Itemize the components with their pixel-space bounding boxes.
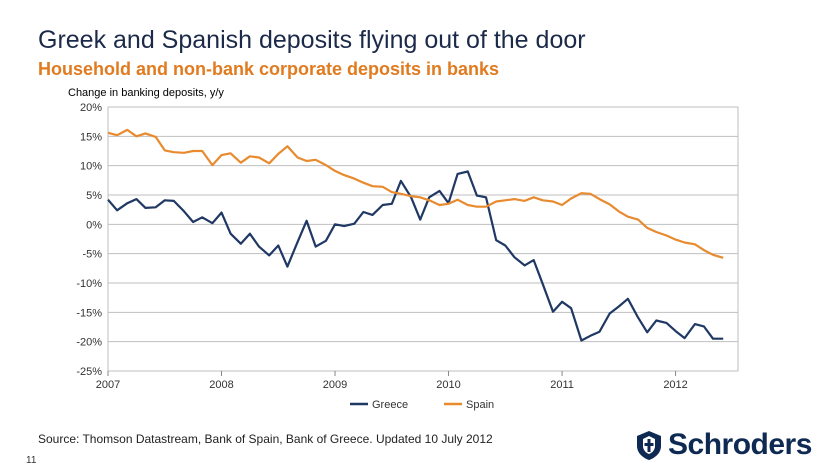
y-axis-label: Change in banking deposits, y/y xyxy=(68,87,224,99)
legend: Greece Spain xyxy=(350,399,494,411)
page-subtitle: Household and non-bank corporate deposit… xyxy=(38,59,500,79)
y-tick-label: -25% xyxy=(76,366,102,378)
axes: 20% 15% 10% 5% 0% -5% -10% -15% -20% -25%2007 2008… xyxy=(76,102,687,391)
x-tick-label: 2008 xyxy=(209,379,233,391)
gridlines xyxy=(107,106,739,372)
x-tick-label: 2010 xyxy=(436,379,460,391)
plot-frame xyxy=(107,106,739,372)
y-tick-label: -15% xyxy=(76,307,102,319)
legend-label-spain: Spain xyxy=(466,399,494,411)
x-tick-label: 2011 xyxy=(550,379,574,391)
x-tick-label: 2007 xyxy=(96,379,120,391)
series-line-spain xyxy=(107,128,724,259)
crest-icon xyxy=(637,431,661,460)
y-tick-label: -5% xyxy=(82,249,102,261)
y-tick-label: 10% xyxy=(80,161,102,173)
y-tick-label: 5% xyxy=(86,190,102,202)
y-tick-label: 0% xyxy=(86,219,102,231)
logo-wordmark: Schroders xyxy=(668,428,812,461)
series xyxy=(107,128,724,342)
y-tick-label: 15% xyxy=(80,131,102,143)
y-tick-label: 20% xyxy=(80,102,102,114)
page-number: 11 xyxy=(26,455,37,466)
y-tick-label: -20% xyxy=(76,337,102,349)
x-tick-label: 2009 xyxy=(323,379,347,391)
schroders-logo: Schroders xyxy=(634,428,812,462)
page-title: Greek and Spanish deposits flying out of… xyxy=(38,26,586,54)
x-tick-label: 2012 xyxy=(663,379,687,391)
y-tick-label: -10% xyxy=(76,278,102,290)
series-line-greece xyxy=(107,170,724,342)
source-note: Source: Thomson Datastream, Bank of Spai… xyxy=(38,432,493,446)
legend-label-greece: Greece xyxy=(372,399,408,411)
